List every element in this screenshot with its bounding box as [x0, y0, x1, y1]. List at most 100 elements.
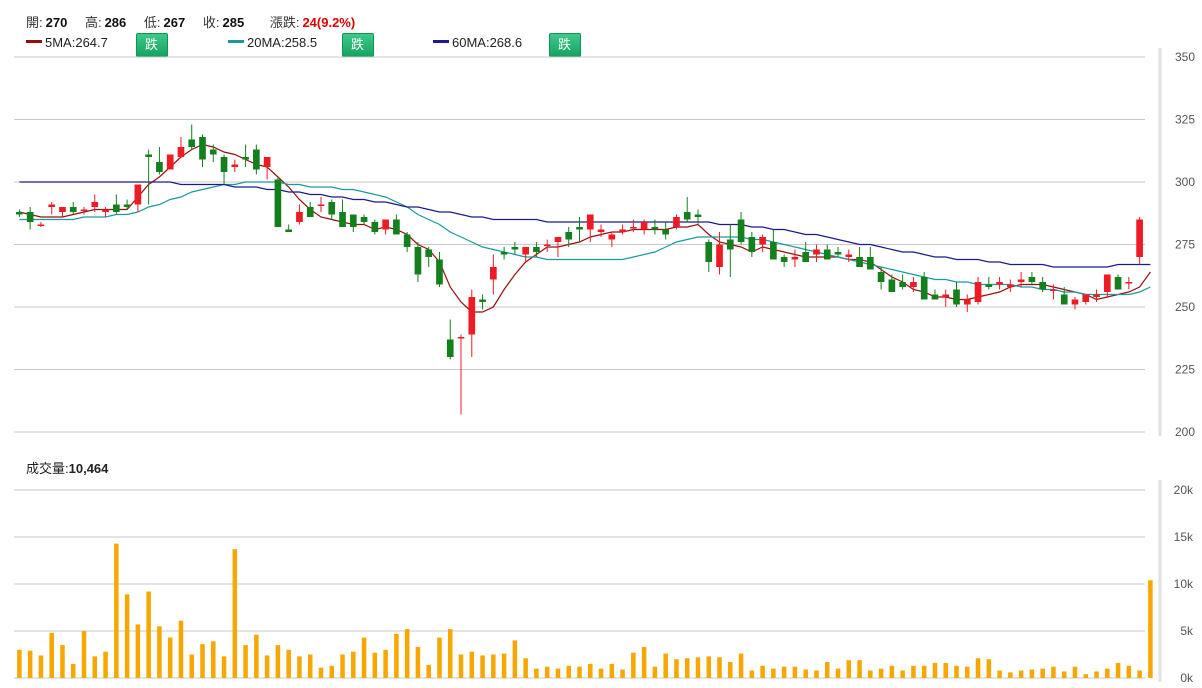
volume-bar[interactable] — [824, 662, 830, 678]
volume-bar[interactable] — [932, 662, 938, 678]
volume-bar[interactable] — [243, 645, 248, 678]
volume-bar[interactable] — [1115, 662, 1121, 678]
volume-bar[interactable] — [803, 669, 808, 678]
volume-bar[interactable] — [997, 670, 1002, 678]
volume-bar[interactable] — [146, 591, 151, 678]
candle-body[interactable] — [856, 257, 863, 267]
candle-body[interactable] — [274, 179, 282, 228]
candle-body[interactable] — [899, 282, 906, 287]
candle-body[interactable] — [813, 249, 820, 255]
candle-body[interactable] — [985, 284, 993, 288]
volume-bar[interactable] — [351, 651, 356, 678]
volume-bar[interactable] — [760, 665, 765, 678]
volume-bar[interactable] — [738, 653, 744, 678]
volume-bar[interactable] — [674, 659, 679, 678]
volume-bar[interactable] — [566, 665, 571, 678]
volume-bar[interactable] — [1137, 670, 1142, 678]
volume-bar[interactable] — [943, 662, 948, 678]
volume-bar[interactable] — [361, 637, 367, 678]
candle-body[interactable] — [586, 214, 594, 230]
volume-bar[interactable] — [878, 668, 884, 678]
candle-body[interactable] — [1093, 294, 1100, 298]
candle-body[interactable] — [436, 259, 443, 285]
ma20-alert-button[interactable]: 跌破 通知 — [342, 33, 375, 115]
candle-body[interactable] — [791, 257, 799, 260]
volume-bar[interactable] — [1051, 666, 1056, 678]
candle-body[interactable] — [1136, 219, 1143, 258]
candle-body[interactable] — [403, 234, 411, 248]
volume-bar[interactable] — [114, 543, 119, 678]
volume-bar[interactable] — [631, 652, 636, 678]
volume-bar[interactable] — [1029, 669, 1035, 678]
candle-body[interactable] — [834, 252, 842, 255]
volume-bar[interactable] — [1083, 674, 1089, 678]
volume-bar[interactable] — [200, 644, 205, 678]
candle-body[interactable] — [920, 277, 928, 300]
candle-body[interactable] — [910, 282, 917, 287]
candle-body[interactable] — [317, 204, 325, 207]
volume-bar[interactable] — [286, 649, 291, 678]
candle-body[interactable] — [16, 212, 23, 215]
candle-body[interactable] — [166, 154, 174, 170]
volume-bar[interactable] — [555, 668, 561, 678]
volume-bar[interactable] — [706, 656, 712, 678]
volume-bar[interactable] — [103, 651, 108, 678]
volume-bar[interactable] — [426, 664, 431, 678]
candle-body[interactable] — [1060, 294, 1068, 305]
volume-bar[interactable] — [792, 666, 798, 678]
volume-bar[interactable] — [275, 645, 281, 678]
volume-bar[interactable] — [749, 670, 755, 678]
candle-body[interactable] — [802, 252, 810, 262]
candle-body[interactable] — [220, 157, 228, 172]
volume-bar[interactable] — [307, 654, 313, 679]
volume-bar[interactable] — [372, 652, 378, 678]
volume-bar[interactable] — [1105, 668, 1110, 678]
volume-bar[interactable] — [577, 666, 582, 678]
volume-bar[interactable] — [1126, 665, 1132, 678]
candle-body[interactable] — [597, 229, 605, 233]
volume-bar[interactable] — [1008, 672, 1013, 678]
candle-body[interactable] — [102, 209, 109, 213]
candle-body[interactable] — [608, 234, 616, 240]
volume-bar[interactable] — [771, 668, 776, 678]
volume-bar[interactable] — [329, 665, 335, 678]
candle-body[interactable] — [1028, 277, 1036, 282]
volume-bar[interactable] — [415, 646, 421, 678]
volume-bar[interactable] — [469, 651, 475, 678]
volume-bar[interactable] — [835, 668, 841, 678]
volume-bar[interactable] — [954, 665, 959, 678]
volume-bar[interactable] — [60, 645, 65, 678]
candle-body[interactable] — [26, 212, 34, 222]
volume-bar[interactable] — [986, 659, 992, 678]
candle-body[interactable] — [543, 244, 551, 247]
candle-body[interactable] — [866, 257, 874, 270]
volume-bar[interactable] — [383, 649, 388, 678]
candle-body[interactable] — [942, 294, 950, 298]
candle-body[interactable] — [770, 242, 777, 260]
candle-body[interactable] — [1125, 282, 1133, 284]
candle-body[interactable] — [209, 149, 217, 155]
candle-body[interactable] — [511, 247, 519, 250]
candle-body[interactable] — [489, 267, 497, 280]
volume-bar[interactable] — [911, 665, 916, 678]
ma5-alert-button[interactable]: 跌破 通知 — [136, 33, 169, 115]
candle-body[interactable] — [177, 147, 185, 157]
ma60-alert-button[interactable]: 跌破 通知 — [549, 33, 582, 115]
volume-bar[interactable] — [167, 637, 173, 678]
candle-body[interactable] — [953, 289, 960, 305]
volume-bar[interactable] — [81, 631, 87, 678]
candle-body[interactable] — [468, 297, 476, 335]
candle-body[interactable] — [673, 217, 680, 227]
candle-body[interactable] — [80, 209, 88, 212]
candle-body[interactable] — [1114, 277, 1122, 290]
candle-body[interactable] — [533, 247, 540, 252]
volume-bar[interactable] — [544, 666, 550, 678]
candle-body[interactable] — [414, 247, 422, 275]
candle-body[interactable] — [662, 229, 670, 235]
candle-body[interactable] — [640, 222, 648, 230]
candle-body[interactable] — [253, 149, 260, 170]
candle-body[interactable] — [393, 219, 400, 235]
candle-body[interactable] — [349, 214, 357, 228]
candle-body[interactable] — [1071, 299, 1079, 305]
